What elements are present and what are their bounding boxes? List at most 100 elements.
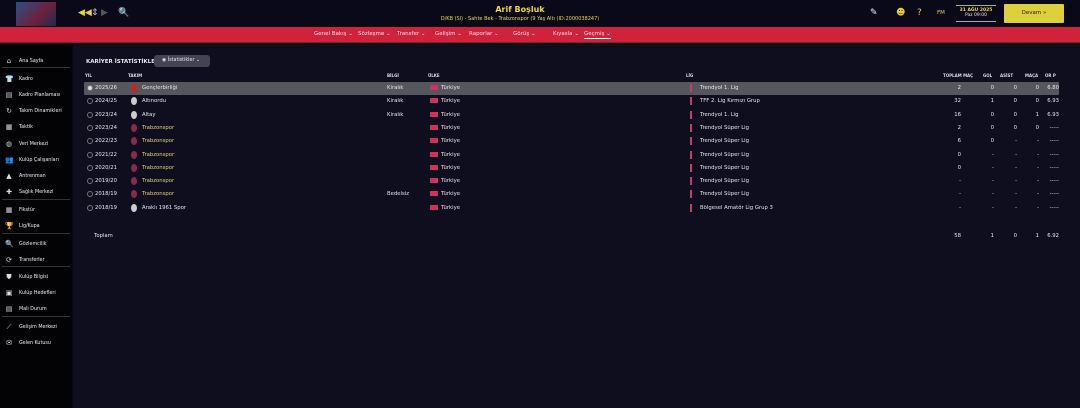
tab-kiyasla[interactable]: Kıyasla ⌄	[553, 31, 579, 37]
continue-button[interactable]: Devam »	[1004, 4, 1064, 23]
column-header[interactable]: OR P	[1045, 73, 1056, 78]
team-cell[interactable]: Trabzonspor	[142, 124, 175, 131]
column-header[interactable]: ASİST	[1000, 73, 1014, 78]
row-radio[interactable]	[87, 178, 93, 185]
sidebar-item-3[interactable]: ↻ Takım Dinamikleri	[5, 105, 62, 117]
team-cell[interactable]: Trabzonspor	[142, 151, 175, 158]
league-icon	[690, 97, 692, 106]
row-radio[interactable]	[87, 191, 93, 198]
sidebar-item-12[interactable]: ⟳ Transferler	[5, 254, 44, 266]
league-cell[interactable]: Trendyol Süper Lig	[700, 138, 750, 145]
league-cell[interactable]: TFF 2. Lig Kırmızı Grup	[700, 98, 760, 105]
team-cell[interactable]: Trabzonspor	[142, 178, 175, 185]
sidebar-item-label: Mali Durum	[19, 306, 47, 312]
row-radio[interactable]	[87, 204, 93, 211]
year-cell: 2018/19	[95, 191, 118, 198]
sidebar-item-1[interactable]: 👕 Kadro	[5, 73, 33, 85]
table-row[interactable]: 2018/19 Trabzonspor Bedelsiz Türkiye Trendyo…	[84, 188, 1059, 201]
sidebar-item-0[interactable]: ⌂ Ana Sayfa	[5, 55, 43, 67]
row-radio[interactable]	[87, 85, 93, 91]
table-row[interactable]: 2025/26 Gençlerbirliği Kiralık Türkiye Trend…	[84, 82, 1059, 95]
table-row[interactable]: 2024/25 Altınordu Kiralık Türkiye TFF 2. Lig…	[84, 95, 1059, 108]
player-nav: Genel Bakış ⌄ Sözleşme ⌄ Transfer ⌄ Geli…	[0, 27, 1080, 43]
sidebar-item-17[interactable]: ✉ Gelen Kutusu	[5, 337, 51, 349]
mood-icon[interactable]: ☻	[896, 8, 906, 18]
team-cell[interactable]: Gençlerbirliği	[142, 85, 178, 91]
team-cell[interactable]: Araklı 1961 Spor	[142, 204, 187, 211]
sidebar-item-label: Gelişim Merkezi	[19, 324, 57, 330]
team-crest-icon	[131, 84, 137, 92]
tab-gorus[interactable]: Görüş ⌄	[513, 31, 536, 37]
sidebar-item-8[interactable]: ✚ Sağlık Merkezi	[5, 186, 53, 198]
row-radio[interactable]	[87, 111, 93, 118]
column-header[interactable]: GOL	[983, 73, 993, 78]
sidebar-item-10[interactable]: 🏆 Lig/Kupa	[5, 220, 40, 232]
team-cell[interactable]: Trabzonspor	[142, 138, 175, 145]
sidebar-item-5[interactable]: ◍ Veri Merkezi	[5, 138, 48, 150]
table-row[interactable]: 2019/20 Trabzonspor Türkiye Trendyol Süper …	[84, 175, 1059, 188]
league-cell[interactable]: Bölgesel Amatör Lig Grup 3	[700, 204, 773, 211]
league-cell[interactable]: Trendyol Süper Lig	[700, 124, 750, 131]
table-row[interactable]: 2023/24 Trabzonspor Türkiye Trendyol Süper …	[84, 122, 1059, 135]
sidebar-item-11[interactable]: 🔍 Gözlemcilik	[5, 238, 47, 250]
team-cell[interactable]: Altay	[142, 111, 156, 118]
row-radio[interactable]	[87, 164, 93, 171]
stat-cell: -	[1037, 178, 1039, 185]
sidebar-item-7[interactable]: ▲ Antrenman	[5, 170, 45, 182]
row-radio[interactable]	[87, 138, 93, 145]
column-header[interactable]: TOPLAM MAÇ	[943, 73, 974, 78]
team-cell[interactable]: Altınordu	[142, 98, 167, 105]
stat-cell: -	[992, 151, 994, 158]
column-header[interactable]: MAÇA	[1025, 73, 1039, 78]
tab-genel-bakis[interactable]: Genel Bakış ⌄	[314, 31, 353, 37]
sidebar-item-14[interactable]: ▣ Kulüp Hedefleri	[5, 287, 56, 299]
league-cell[interactable]: Trendyol 1. Lig	[700, 85, 739, 91]
column-header[interactable]: BİLGİ	[387, 73, 399, 78]
search-icon[interactable]: 🔍	[118, 8, 130, 18]
sidebar-item-16[interactable]: ⟋ Gelişim Merkezi	[5, 321, 57, 333]
league-cell[interactable]: Trendyol Süper Lig	[700, 178, 750, 185]
stat-cell: -	[1037, 164, 1039, 171]
tab-sozlesme[interactable]: Sözleşme ⌄	[358, 31, 391, 37]
tab-raporlar[interactable]: Raporlar ⌄	[469, 31, 499, 37]
career-stats-panel: KARİYER İSTATİSTİKLERİ ◉ İstatistikler ⌄…	[73, 45, 1080, 408]
column-header[interactable]: YIL	[85, 73, 92, 78]
table-row[interactable]: 2023/24 Altay Kiralık Türkiye Trendyol 1. Li…	[84, 109, 1059, 122]
stat-cell: -	[992, 191, 994, 198]
stat-cell: -	[959, 191, 961, 198]
table-row[interactable]: 2020/21 Trabzonspor Türkiye Trendyol Süper …	[84, 162, 1059, 175]
table-row[interactable]: 2021/22 Trabzonspor Türkiye Trendyol Süper …	[84, 149, 1059, 162]
team-cell[interactable]: Trabzonspor	[142, 191, 175, 198]
sidebar-item-4[interactable]: ▦ Taktik	[5, 121, 33, 133]
tab-gecmis[interactable]: Geçmiş ⌄	[584, 31, 611, 39]
club-crest[interactable]	[16, 2, 56, 26]
sidebar-item-15[interactable]: ▤ Mali Durum	[5, 303, 47, 315]
forward-icon[interactable]: ▶	[101, 8, 108, 18]
column-header[interactable]: ÜLKE	[428, 73, 440, 78]
league-cell[interactable]: Trendyol Süper Lig	[700, 164, 750, 171]
edit-icon[interactable]: ✎	[870, 8, 878, 18]
sidebar-item-6[interactable]: 👥 Kulüp Çalışanları	[5, 154, 59, 166]
table-row[interactable]: 2022/23 Trabzonspor Türkiye Trendyol Süper …	[84, 135, 1059, 148]
stats-dropdown[interactable]: ◉ İstatistikler ⌄	[154, 55, 210, 67]
table-row[interactable]: 2018/19 Araklı 1961 Spor Türkiye Bölgesel A…	[84, 202, 1059, 215]
help-icon[interactable]: ?	[917, 8, 922, 18]
row-radio[interactable]	[87, 124, 93, 131]
team-cell[interactable]: Trabzonspor	[142, 164, 175, 171]
column-header[interactable]: LİG	[686, 73, 694, 78]
league-cell[interactable]: Trendyol Süper Lig	[700, 191, 750, 198]
sidebar-item-13[interactable]: ⛊ Kulüp Bilgisi	[5, 271, 48, 283]
tab-transfer[interactable]: Transfer ⌄	[397, 31, 426, 37]
league-cell[interactable]: Trendyol 1. Lig	[700, 111, 739, 118]
back-icon[interactable]: ◀◀	[78, 8, 92, 18]
row-radio[interactable]	[87, 151, 93, 158]
row-radio[interactable]	[87, 98, 93, 105]
fm-logo[interactable]: FM	[937, 10, 945, 16]
sidebar-item-2[interactable]: ▤ Kadro Planlaması	[5, 89, 61, 101]
tab-gelisim[interactable]: Gelişim ⌄	[435, 31, 462, 37]
column-header[interactable]: TAKIM	[128, 73, 143, 78]
sidebar-item-9[interactable]: ▦ Fikstür	[5, 204, 35, 216]
year-cell: 2024/25	[95, 98, 118, 105]
league-cell[interactable]: Trendyol Süper Lig	[700, 151, 750, 158]
up-down-icon[interactable]: ⇕	[91, 8, 99, 18]
